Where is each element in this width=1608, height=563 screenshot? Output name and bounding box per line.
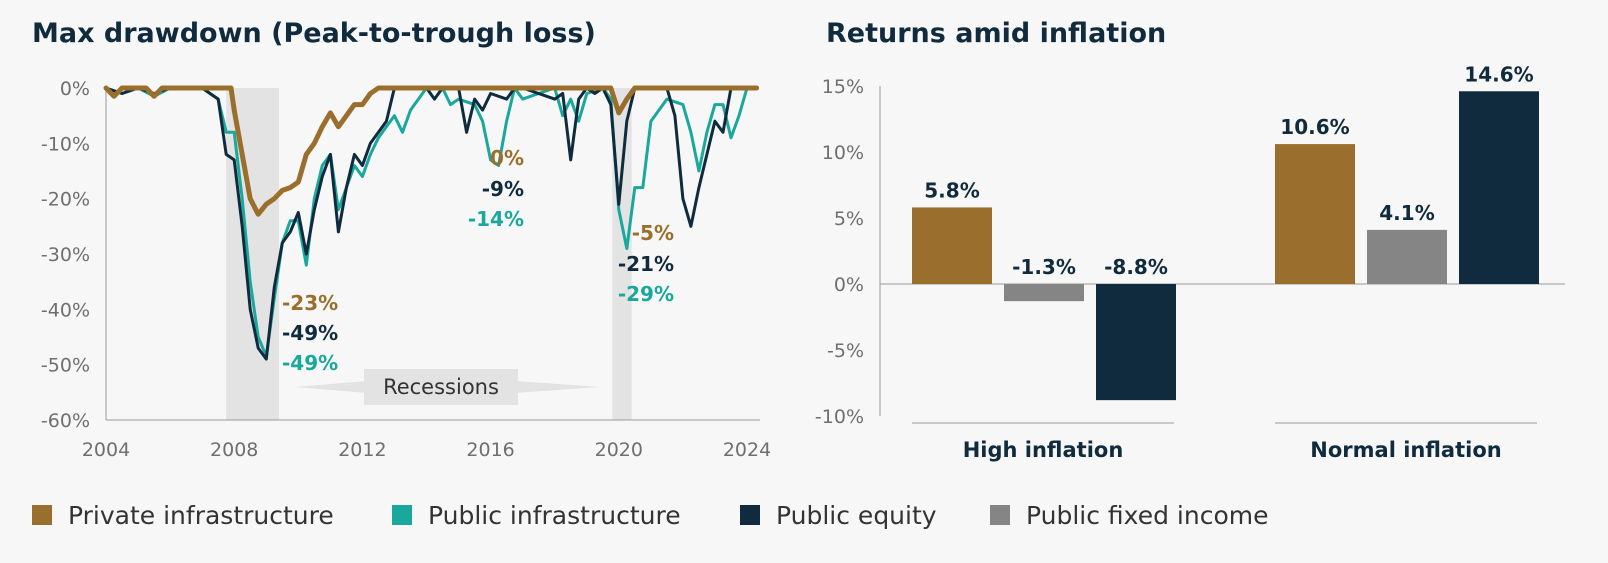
inflation-bars: 5.8% -1.3% -8.8% 10.6% 4.1% 14.6% xyxy=(912,62,1539,401)
annotation-2016: 0% -9% -14% xyxy=(468,146,524,231)
drawdown-y-tick-label: -10% xyxy=(41,133,90,155)
drawdown-x-tick-label: 2024 xyxy=(723,439,771,461)
legend-label: Public infrastructure xyxy=(428,501,681,530)
recessions-label-box xyxy=(364,369,518,405)
drawdown-y-tick-label: 0% xyxy=(60,78,90,100)
annotation-2016-equity: -9% xyxy=(482,177,524,201)
legend-label: Public equity xyxy=(776,501,937,530)
inflation-y-tick-label: 10% xyxy=(822,142,864,164)
inflation-y-tick-label: 5% xyxy=(834,208,864,230)
annotation-covid: -5% -21% -29% xyxy=(618,221,674,306)
recessions-callout: Recessions xyxy=(295,369,600,405)
drawdown-y-tick-label: -20% xyxy=(41,189,90,211)
inflation-y-tick-label: -10% xyxy=(815,406,864,428)
annotation-gfc-equity: -49% xyxy=(282,321,338,345)
recessions-label: Recessions xyxy=(383,375,499,399)
recession-bands xyxy=(226,88,632,420)
legend-swatch xyxy=(740,505,760,525)
drawdown-y-tick-label: -30% xyxy=(41,244,90,266)
inflation-bar-label: -1.3% xyxy=(1012,255,1076,279)
drawdown-axes: 0% -10% -20% -30% -40% -50% -60% 2004 2008 2012 20… xyxy=(41,78,771,461)
legend-swatch xyxy=(990,505,1010,525)
annotation-gfc-public-infra: -49% xyxy=(282,351,338,375)
inflation-axes: 15% 10% 5% 0% -5% -10% High inflation Normal in… xyxy=(815,76,1565,462)
annotation-2016-public-infra: -14% xyxy=(468,207,524,231)
drawdown-y-tick-label: -50% xyxy=(41,355,90,377)
inflation-category-label: Normal inflation xyxy=(1310,438,1501,462)
inflation-chart-title: Returns amid inflation xyxy=(826,18,1166,49)
legend-label: Private infrastructure xyxy=(68,501,334,530)
annotation-covid-equity: -21% xyxy=(618,252,674,276)
drawdown-x-tick-label: 2004 xyxy=(82,439,130,461)
drawdown-x-tick-label: 2016 xyxy=(466,439,514,461)
drawdown-x-tick-label: 2012 xyxy=(338,439,386,461)
series-line-public-infrastructure xyxy=(104,86,759,358)
drawdown-y-tick-label: -60% xyxy=(41,410,90,432)
drawdown-chart-title: Max drawdown (Peak-to-trough loss) xyxy=(32,18,596,49)
inflation-bar xyxy=(1367,229,1447,284)
legend-swatch xyxy=(32,505,52,525)
drawdown-y-tick-label: -40% xyxy=(41,299,90,321)
inflation-bar-label: 10.6% xyxy=(1280,115,1349,139)
annotation-covid-private: -5% xyxy=(632,221,674,245)
annotation-covid-public-infra: -29% xyxy=(618,282,674,306)
annotation-gfc-private: -23% xyxy=(282,291,338,315)
inflation-bar-label: 5.8% xyxy=(924,178,979,202)
drawdown-lines xyxy=(103,85,760,361)
inflation-bar xyxy=(912,207,992,284)
annotation-2016-private: 0% xyxy=(490,146,524,170)
inflation-bar xyxy=(1004,284,1084,302)
annotation-gfc: -23% -49% -49% xyxy=(282,291,338,375)
recessions-arrow-left xyxy=(295,381,367,393)
legend-label: Public fixed income xyxy=(1026,501,1268,530)
recessions-arrow-right xyxy=(515,381,600,393)
inflation-y-tick-label: -5% xyxy=(827,340,864,362)
inflation-bar-label: -8.8% xyxy=(1104,255,1168,279)
inflation-bar xyxy=(1275,144,1355,284)
inflation-y-tick-label: 15% xyxy=(822,76,864,98)
inflation-bar xyxy=(1459,91,1539,284)
series-line-private-infrastructure xyxy=(103,85,760,217)
inflation-bar xyxy=(1096,284,1176,401)
inflation-category-label: High inflation xyxy=(963,438,1124,462)
inflation-y-tick-label: 0% xyxy=(834,274,864,296)
legend: Private infrastructure Public infrastruct… xyxy=(32,501,1268,530)
inflation-bar-label: 14.6% xyxy=(1464,62,1533,86)
drawdown-x-tick-label: 2008 xyxy=(210,439,258,461)
drawdown-x-tick-label: 2020 xyxy=(595,439,643,461)
legend-swatch xyxy=(392,505,412,525)
inflation-bar-label: 4.1% xyxy=(1379,201,1434,225)
